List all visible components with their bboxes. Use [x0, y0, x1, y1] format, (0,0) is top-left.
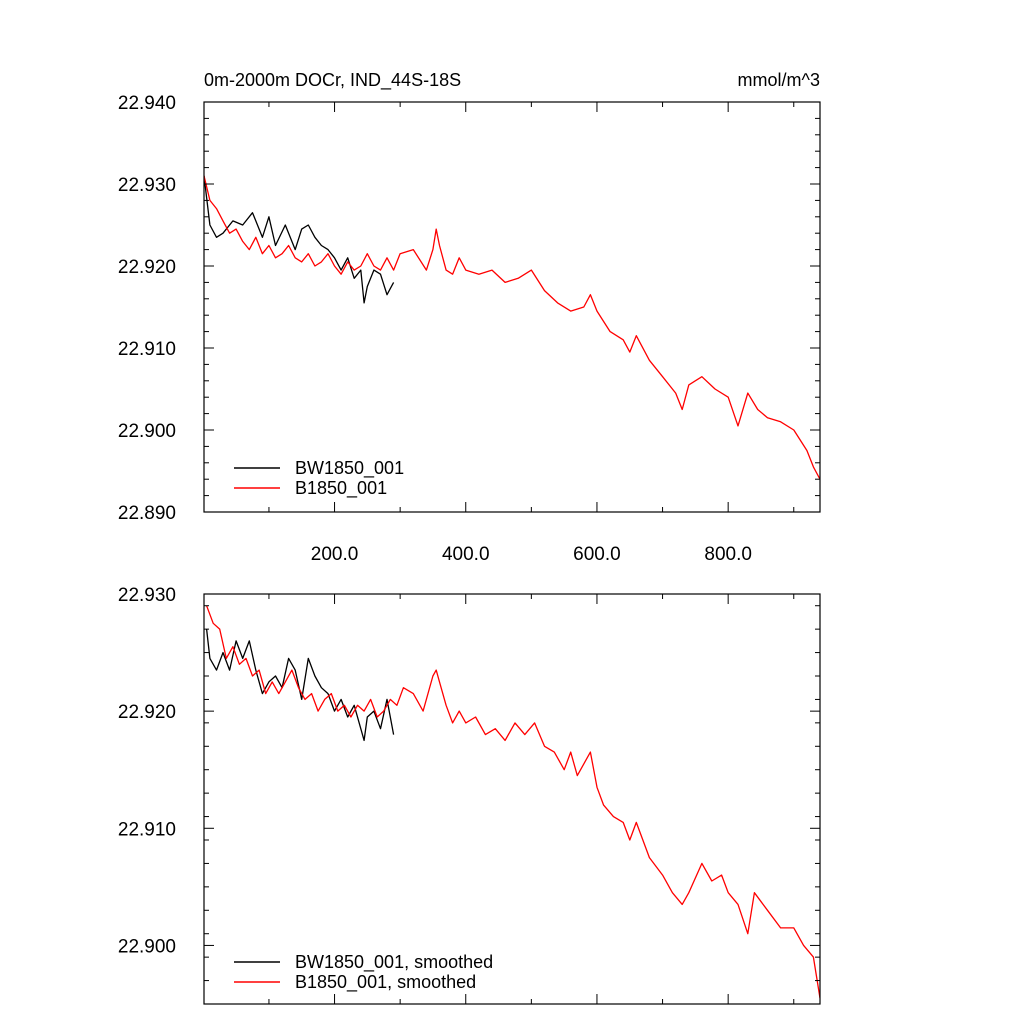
units-label: mmol/m^3	[738, 70, 820, 90]
y-tick-label: 22.920	[118, 702, 176, 723]
bottom-panel: 22.900 22.910 22.920 22.930 BW1850_001, smo…	[118, 585, 821, 1005]
y-tick-label: 22.910	[118, 339, 176, 360]
y-tick-label: 22.900	[118, 421, 176, 442]
chart-title: 0m-2000m DOCr, IND_44S-18S	[204, 70, 461, 91]
bottom-plot-frame	[203, 593, 821, 1005]
y-tick-label: 22.890	[118, 503, 176, 524]
top-series-lines	[204, 175, 820, 480]
series-line-b1850-001	[205, 605, 820, 999]
legend-label: B1850_001	[295, 478, 387, 499]
y-tick-label: 22.920	[118, 257, 176, 278]
series-line-bw1850-001	[204, 175, 395, 304]
bottom-series-lines	[205, 605, 820, 999]
x-tick-label: 400.0	[442, 544, 490, 565]
legend-label: BW1850_001, smoothed	[295, 952, 493, 973]
y-tick-label: 22.910	[118, 819, 176, 840]
y-tick-label: 22.900	[118, 936, 176, 957]
x-tick-label: 600.0	[573, 544, 621, 565]
top-plot-frame	[203, 101, 821, 513]
legend-label: B1850_001, smoothed	[295, 972, 476, 993]
x-tick-label: 200.0	[311, 544, 359, 565]
series-line-bw1850-001	[205, 629, 395, 742]
bottom-axis-ticks: 22.900 22.910 22.920 22.930	[118, 585, 820, 1005]
legend-label: BW1850_001	[295, 458, 404, 479]
y-tick-label: 22.930	[118, 175, 176, 196]
top-axis-ticks: 22.890 22.900 22.910 22.920 22.930 22.940 200.…	[118, 93, 820, 565]
series-line-b1850-001	[204, 175, 820, 480]
y-tick-label: 22.940	[118, 93, 176, 114]
x-tick-label: 800.0	[704, 544, 752, 565]
top-panel: 0m-2000m DOCr, IND_44S-18S mmol/m^3 22.8…	[118, 70, 821, 565]
y-tick-label: 22.930	[118, 585, 176, 606]
